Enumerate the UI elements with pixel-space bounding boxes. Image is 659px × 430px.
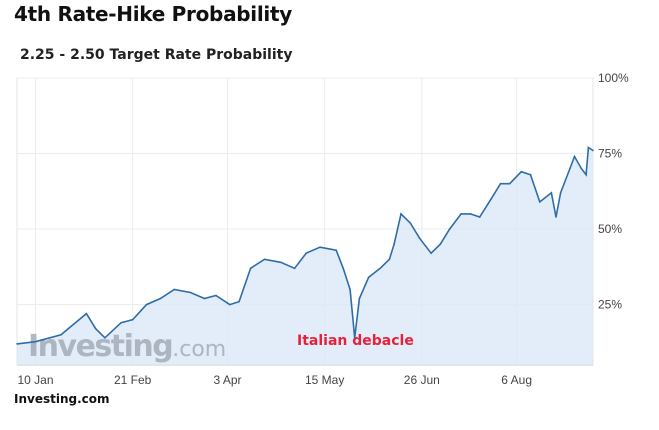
data-point — [120, 321, 122, 324]
data-point — [569, 167, 571, 170]
data-point — [499, 182, 502, 185]
data-point — [263, 258, 266, 261]
data-point — [430, 252, 432, 255]
data-point — [358, 297, 361, 300]
data-point — [215, 294, 217, 297]
data-point — [490, 198, 493, 200]
data-point — [159, 297, 162, 300]
data-point — [580, 167, 583, 170]
data-point — [469, 213, 472, 215]
y-tick-label: 100% — [598, 71, 629, 85]
data-point — [550, 192, 553, 194]
data-point — [587, 146, 590, 149]
y-tick-label: 75% — [598, 147, 622, 161]
data-point — [94, 327, 97, 330]
data-point — [367, 276, 370, 279]
data-point — [585, 173, 587, 176]
data-point — [460, 213, 462, 215]
data-point — [349, 288, 351, 291]
data-point — [439, 243, 442, 245]
data-point — [342, 267, 344, 270]
x-tick-label: 6 Aug — [501, 373, 532, 387]
data-point — [104, 337, 106, 339]
data-point — [203, 297, 206, 300]
x-tick-label: 10 Jan — [17, 373, 53, 387]
x-tick-label: 15 May — [305, 373, 344, 387]
chart-title: 2.25 - 2.50 Target Rate Probability — [20, 47, 293, 63]
data-point — [448, 228, 451, 230]
data-point — [508, 182, 511, 185]
source-label: Investing.com — [14, 392, 110, 406]
data-point — [293, 267, 296, 270]
data-point — [60, 333, 62, 336]
y-tick-label: 25% — [598, 298, 622, 312]
data-point — [229, 303, 231, 306]
y-tick-label: 50% — [598, 222, 622, 236]
data-point — [131, 318, 134, 321]
data-point — [189, 291, 192, 294]
data-point — [279, 261, 282, 264]
data-point — [573, 155, 576, 158]
data-point — [335, 249, 338, 251]
page-title: 4th Rate-Hike Probability — [14, 2, 292, 26]
data-point — [85, 312, 88, 315]
data-point — [238, 300, 240, 303]
data-point — [34, 340, 37, 343]
data-point — [173, 288, 176, 291]
data-point — [478, 216, 481, 218]
data-point — [529, 173, 532, 176]
data-point — [400, 213, 402, 215]
data-point — [592, 149, 594, 152]
data-point — [418, 237, 421, 239]
watermark-logo: Investing.com — [28, 329, 226, 364]
watermark-text: Investing — [28, 329, 172, 364]
x-tick-label: 26 Jun — [404, 373, 440, 387]
data-point — [388, 258, 391, 261]
data-point — [555, 216, 557, 218]
watermark-suffix: .com — [172, 337, 226, 362]
data-point — [249, 267, 252, 270]
data-point — [319, 246, 321, 248]
data-point — [305, 252, 307, 255]
x-tick-label: 21 Feb — [114, 373, 152, 387]
annotation-italian-debacle: Italian debacle — [297, 333, 414, 349]
data-point — [379, 267, 381, 270]
data-point — [353, 337, 356, 339]
data-point — [16, 343, 18, 345]
data-point — [409, 222, 412, 224]
data-point — [393, 243, 395, 245]
data-point — [520, 170, 523, 173]
x-tick-label: 3 Apr — [213, 373, 241, 387]
data-point — [559, 192, 562, 194]
data-point — [538, 201, 541, 203]
area-fill — [17, 147, 593, 365]
data-point — [145, 303, 148, 306]
